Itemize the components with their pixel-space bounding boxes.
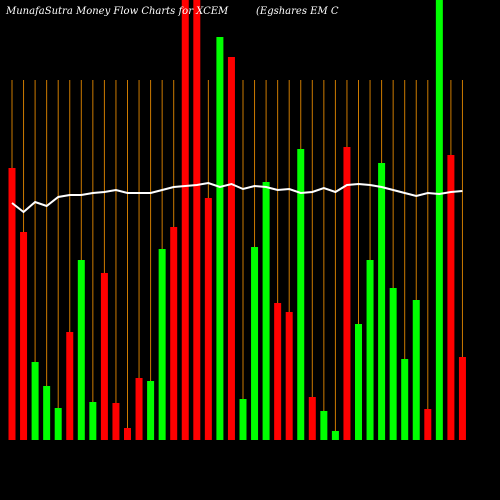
bar (424, 409, 432, 440)
bar (135, 378, 143, 440)
bar (193, 0, 201, 440)
bar (158, 249, 166, 440)
bar (320, 411, 328, 440)
bar (435, 0, 443, 440)
bar (66, 332, 74, 440)
bar (389, 288, 397, 440)
bar (297, 149, 305, 440)
bar (274, 303, 282, 440)
bar (308, 397, 316, 440)
bar (378, 163, 386, 440)
bar (77, 260, 85, 440)
bars (8, 0, 466, 440)
bar (170, 227, 178, 440)
bar (181, 0, 189, 440)
bar (43, 386, 51, 440)
bar (366, 260, 374, 440)
chart-title: MunafaSutra Money Flow Charts for XCEM (5, 6, 229, 17)
bar (124, 428, 131, 440)
bar (112, 403, 120, 440)
bar (20, 232, 28, 440)
bar (458, 357, 466, 440)
bar (401, 359, 409, 440)
bar (412, 300, 420, 440)
bar (343, 147, 351, 440)
bar (54, 408, 62, 440)
bar (147, 381, 155, 440)
bar (227, 57, 235, 440)
bar (447, 155, 455, 440)
bar (262, 182, 270, 440)
bar (89, 402, 97, 440)
bar (355, 324, 362, 440)
bar (8, 168, 16, 440)
bar (216, 37, 224, 440)
bar (285, 312, 293, 440)
bar (31, 362, 39, 440)
bar (204, 198, 212, 440)
bar (100, 273, 108, 440)
flow-line (11, 181, 463, 214)
bar (331, 431, 339, 440)
bar (251, 247, 259, 440)
bar (239, 399, 247, 440)
chart-subtitle: (Egshares EM C (256, 6, 339, 17)
